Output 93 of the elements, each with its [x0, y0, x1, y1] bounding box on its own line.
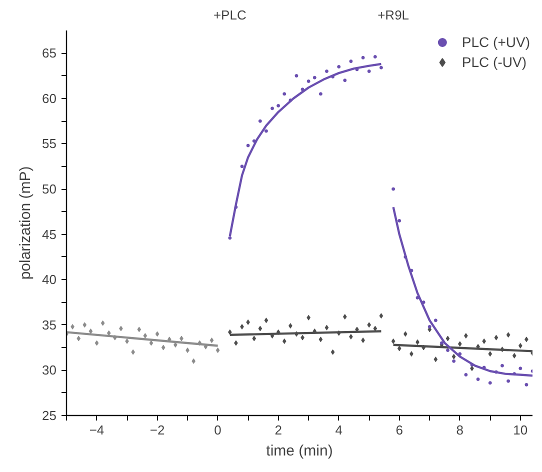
point — [337, 64, 341, 68]
text: +PLC — [213, 8, 246, 22]
point — [252, 336, 256, 342]
point — [488, 351, 492, 357]
point — [434, 356, 438, 362]
point — [100, 320, 105, 326]
x-tick-label: 10 — [513, 422, 528, 438]
point — [155, 331, 160, 337]
point — [403, 331, 408, 337]
x-tick-label: 4 — [335, 422, 342, 438]
point — [518, 366, 522, 370]
point — [282, 92, 286, 96]
y-tick-label: 45 — [42, 226, 57, 242]
point — [94, 340, 99, 346]
point — [246, 144, 250, 148]
point — [446, 336, 450, 342]
point — [318, 336, 323, 342]
point — [276, 104, 280, 108]
legend-label: PLC (+UV) — [462, 34, 530, 50]
x-tick-label: −2 — [150, 422, 165, 438]
point — [228, 329, 232, 335]
point — [373, 55, 377, 59]
point — [343, 78, 347, 82]
point — [518, 342, 522, 348]
point — [392, 187, 396, 191]
point — [494, 334, 498, 340]
point — [458, 341, 462, 347]
point — [240, 164, 244, 168]
y-tick-label: 30 — [42, 362, 57, 378]
point — [398, 218, 402, 222]
point — [397, 346, 402, 352]
y-tick-label: 60 — [42, 90, 57, 106]
point — [428, 324, 432, 328]
point — [82, 322, 87, 328]
point — [318, 92, 322, 96]
point — [446, 348, 450, 352]
x-tick-label: 6 — [396, 422, 403, 438]
point — [210, 338, 214, 344]
point — [391, 338, 396, 344]
point — [294, 74, 298, 78]
point — [270, 106, 274, 110]
point — [367, 70, 371, 74]
y-tick-label: 55 — [42, 136, 57, 152]
text: +R9L — [378, 8, 410, 22]
y-tick-label: 40 — [42, 272, 57, 288]
point — [258, 326, 262, 332]
point — [149, 340, 154, 346]
point — [264, 129, 268, 133]
point — [488, 381, 492, 385]
x-tick-label: −4 — [89, 422, 104, 438]
point — [524, 382, 528, 386]
point — [306, 79, 310, 83]
y-tick-label: 50 — [42, 182, 57, 197]
point — [300, 88, 304, 92]
point — [349, 60, 353, 64]
point — [76, 336, 81, 342]
point — [312, 76, 316, 80]
point — [192, 358, 196, 364]
point — [512, 352, 516, 358]
point — [476, 378, 480, 382]
point — [258, 119, 262, 123]
point — [440, 341, 444, 345]
x-tick-label: 8 — [456, 422, 464, 438]
point — [264, 318, 268, 324]
point — [137, 326, 142, 332]
point — [330, 349, 335, 355]
point — [342, 314, 347, 320]
point — [506, 332, 510, 338]
point — [324, 324, 329, 330]
point — [324, 70, 328, 74]
point — [228, 236, 232, 240]
y-tick-label: 35 — [42, 317, 57, 332]
x-axis-title: time (min) — [266, 442, 333, 460]
legend-label: PLC (-UV) — [462, 54, 526, 70]
point — [379, 66, 383, 70]
x-tick-label: 0 — [214, 422, 222, 438]
point — [434, 318, 438, 322]
x-tick-label: 2 — [274, 422, 282, 438]
y-tick-label: 65 — [42, 46, 57, 61]
point — [161, 344, 166, 350]
point — [500, 364, 504, 368]
y-tick-label: 25 — [42, 408, 57, 423]
point — [464, 372, 468, 376]
point — [379, 313, 384, 319]
point — [361, 56, 365, 60]
point — [367, 322, 372, 328]
point — [452, 354, 456, 360]
y-axis-title: polarization (mP) — [17, 166, 34, 280]
point — [282, 338, 286, 344]
point — [452, 359, 456, 363]
point — [143, 333, 148, 339]
point — [506, 379, 510, 383]
point — [216, 348, 220, 354]
